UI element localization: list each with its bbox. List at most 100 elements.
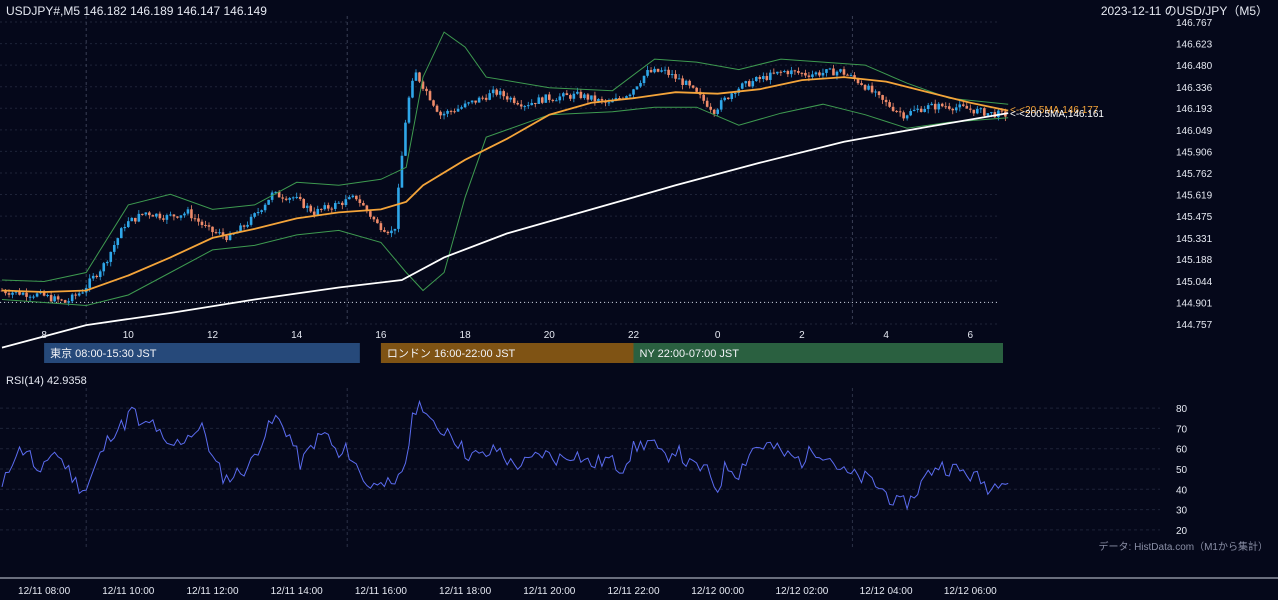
candle-body (162, 218, 165, 220)
candle-body (239, 225, 242, 232)
candle-body (165, 215, 169, 220)
price-tick-label: 146.480 (1176, 61, 1213, 72)
candle-body (218, 232, 221, 234)
candle-body (484, 97, 488, 100)
hour-tick-label: 14 (291, 330, 303, 341)
candle-body (74, 294, 77, 296)
candle-body (590, 95, 593, 100)
candle-body (341, 202, 344, 206)
candle-body (958, 104, 962, 108)
candle-body (863, 84, 867, 90)
candle-body (228, 234, 232, 241)
candle-body (102, 263, 106, 272)
candle-body (846, 74, 849, 76)
candle-body (186, 209, 190, 214)
candle-body (351, 195, 355, 198)
candle-body (860, 83, 863, 85)
candle-body (821, 72, 825, 76)
candle-body (688, 80, 691, 86)
candle-body (600, 99, 604, 101)
candle-body (923, 109, 926, 112)
candle-body (874, 91, 877, 93)
ma-long-label: <-<200.5MA,146.161 (1010, 109, 1104, 120)
candle-body (611, 100, 614, 103)
rsi-tick-label: 70 (1176, 424, 1188, 435)
candle-body (355, 195, 358, 200)
candle-body (456, 108, 460, 112)
hour-tick-label: 12 (207, 330, 219, 341)
candle-body (330, 208, 334, 210)
candle-body (888, 102, 891, 107)
candle-body (474, 100, 477, 103)
candle-body (214, 232, 218, 234)
candle-body (365, 205, 369, 212)
candle-body (137, 213, 141, 222)
session-label: ロンドン 16:00-22:00 JST (387, 348, 516, 360)
candle-body (119, 228, 123, 239)
time-tick-label: 12/11 22:00 (607, 586, 660, 597)
candle-body (537, 97, 541, 104)
candle-body (509, 97, 513, 100)
candle-body (544, 94, 548, 103)
candle-body (663, 69, 667, 71)
candle-body (270, 192, 274, 200)
candle-body (393, 228, 397, 231)
candle-body (912, 109, 916, 112)
candle-body (562, 93, 565, 97)
candle-body (656, 68, 660, 72)
candle-body (551, 99, 555, 101)
candle-body (116, 238, 120, 245)
candle-body (25, 292, 28, 297)
candle-body (127, 221, 130, 227)
candle-body (926, 105, 930, 110)
candle-body (169, 214, 172, 216)
candle-body (204, 225, 207, 227)
candle-body (319, 208, 323, 210)
rsi-line (1, 399, 1009, 511)
time-tick-label: 12/12 02:00 (775, 586, 828, 597)
candle-body (337, 202, 341, 204)
candle-body (309, 205, 313, 212)
candle-body (495, 89, 498, 95)
candle-body (435, 105, 439, 112)
candle-body (470, 100, 474, 103)
candle-body (979, 108, 983, 110)
hour-tick-label: 8 (41, 330, 47, 341)
candle-body (14, 291, 18, 293)
candle-body (814, 72, 818, 75)
candle-body (442, 113, 446, 116)
session-bars: 東京 08:00-15:30 JST ロンドン 16:00-22:00 JST NY… (44, 343, 1003, 363)
candle-body (460, 107, 463, 109)
candle-body (811, 74, 814, 77)
candle-body (628, 94, 632, 97)
candle-body (200, 221, 204, 226)
candle-body (986, 113, 990, 116)
price-tick-label: 146.049 (1176, 126, 1213, 137)
candle-body (853, 75, 856, 79)
candle-body (498, 91, 502, 95)
candle-body (225, 235, 228, 241)
candle-body (902, 112, 905, 119)
candle-body (884, 99, 888, 103)
candle-body (256, 211, 260, 214)
candle-body (712, 109, 716, 114)
candle-body (730, 93, 734, 100)
candle-body (56, 296, 60, 300)
price-tick-label: 146.336 (1176, 83, 1213, 94)
candle-body (625, 96, 628, 99)
candle-body (744, 81, 748, 84)
candle-body (172, 214, 176, 217)
candle-body (400, 155, 404, 188)
candle-body (179, 215, 183, 218)
candle-body (639, 83, 642, 87)
candle-body (660, 70, 663, 72)
candle-body (807, 75, 811, 77)
candle-body (649, 70, 653, 73)
candle-body (916, 108, 919, 110)
session-bar (44, 343, 360, 363)
candle-body (940, 103, 944, 107)
candle-body (35, 293, 39, 297)
candle-body (193, 218, 197, 220)
hour-tick-label: 18 (460, 330, 472, 341)
candle-body (253, 213, 256, 217)
